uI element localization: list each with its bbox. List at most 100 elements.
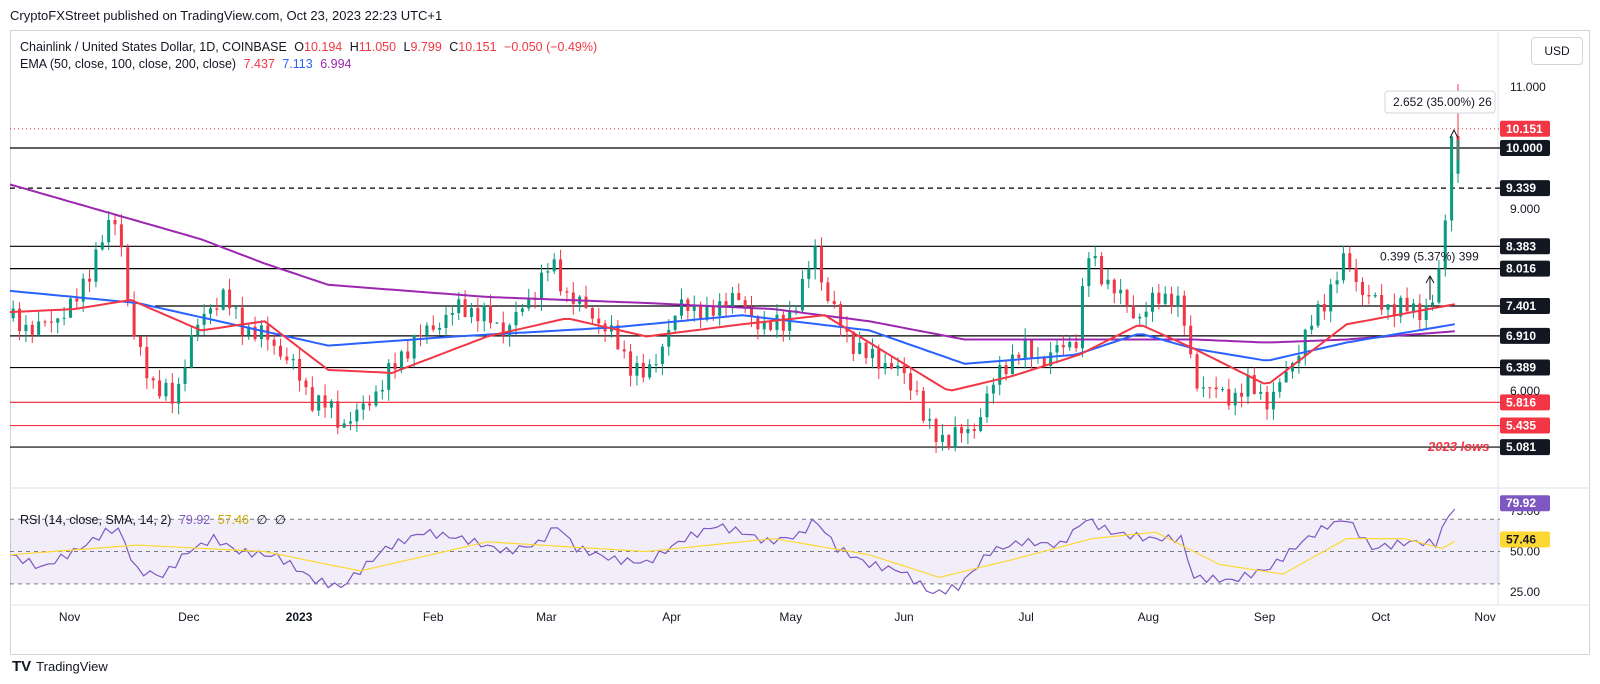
candle-body: [387, 363, 391, 390]
ema50-series-line: [9, 298, 1455, 392]
candle-body: [1100, 255, 1104, 285]
candle-body: [597, 318, 601, 324]
candle-body: [1271, 391, 1275, 410]
candle-body: [769, 321, 773, 330]
candle-body: [1310, 325, 1314, 330]
candle-body: [450, 313, 454, 315]
candle-body: [1170, 293, 1174, 307]
high-label: H: [349, 40, 359, 54]
x-tick-11: Oct: [1371, 610, 1390, 624]
candle-body: [915, 390, 919, 392]
candle-body: [1361, 282, 1365, 296]
candle-body: [132, 302, 136, 337]
candle-body: [100, 242, 104, 250]
candle-body: [189, 335, 193, 368]
candle-body: [310, 387, 314, 411]
candle-body: [1125, 289, 1129, 306]
candle-body: [419, 335, 423, 337]
candle-body: [635, 362, 639, 376]
candle-body: [1265, 391, 1269, 410]
candle-body: [399, 351, 403, 370]
candle-body: [775, 314, 779, 330]
candle-body: [858, 342, 862, 354]
x-tick-10: Sep: [1254, 610, 1276, 624]
candle-body: [883, 363, 887, 369]
candle-body: [119, 224, 123, 248]
candle-body: [49, 321, 53, 323]
candle-body: [730, 293, 734, 308]
candle-body: [896, 365, 900, 369]
candle-body: [1195, 354, 1199, 389]
candle-body: [750, 306, 754, 317]
candle-body: [355, 409, 359, 422]
candle-body: [552, 259, 556, 272]
level-tag-2: [1500, 238, 1550, 255]
candle-body: [890, 363, 894, 369]
tradingview-logo-icon: TV: [12, 658, 32, 675]
candle-body: [272, 339, 276, 346]
candle-body: [826, 282, 830, 301]
candle-body: [781, 314, 785, 331]
level-tag-7: [1500, 394, 1550, 411]
candle-body: [546, 271, 550, 273]
measure-arrow-1: [1449, 128, 1459, 139]
candle-body: [489, 305, 493, 323]
currency-button[interactable]: USD: [1531, 37, 1583, 65]
candle-body: [1074, 342, 1078, 349]
low-value: 9.799: [410, 40, 442, 54]
candle-body: [1252, 374, 1256, 394]
ema100-value: 7.113: [282, 57, 313, 71]
rsi-series-line: [9, 508, 1456, 595]
candle-body: [934, 419, 938, 442]
candle-body: [979, 417, 983, 431]
candle-body: [724, 301, 728, 308]
candle-body: [1354, 267, 1358, 283]
candle-body: [641, 362, 645, 378]
price-tick-0: 11.000: [1510, 80, 1546, 94]
candle-body: [482, 305, 486, 322]
candle-body: [743, 300, 747, 307]
candle-body: [304, 380, 308, 388]
candle-body: [412, 335, 416, 359]
candle-body: [1233, 392, 1237, 406]
candle-body: [228, 289, 232, 309]
rsi-sma-tag-label: 57.46: [1506, 532, 1536, 546]
rsi-sma-value: 57.46: [217, 513, 249, 527]
candle-body: [1322, 303, 1326, 312]
candle-body: [800, 278, 804, 311]
candle-body: [660, 346, 664, 365]
candle-body: [1068, 342, 1072, 348]
candle-body: [762, 321, 766, 330]
candle-body: [1399, 297, 1403, 317]
candle-body: [1010, 354, 1014, 375]
candle-body: [1329, 284, 1333, 312]
candle-body: [985, 393, 989, 418]
candle-body: [1080, 286, 1084, 349]
candle-body: [368, 403, 372, 406]
level-label-8: 5.435: [1506, 419, 1536, 433]
candle-body: [514, 311, 518, 326]
ema100-series-line: [9, 289, 1455, 365]
candle-body: [921, 390, 925, 421]
level-tag-3: [1500, 260, 1550, 277]
candle-body: [527, 298, 531, 309]
candle-body: [501, 322, 505, 336]
candle-body: [457, 299, 461, 314]
candle-body: [813, 246, 817, 269]
candle-body: [718, 301, 722, 316]
change-value: −0.050 (−0.49%): [504, 40, 598, 54]
candle-body: [737, 293, 741, 301]
candle-body: [972, 428, 976, 431]
rsi-tick-1: 50.00: [1510, 545, 1540, 559]
candle-body: [1367, 295, 1371, 297]
candle-body: [1418, 303, 1422, 320]
level-label-6: 6.389: [1506, 361, 1536, 375]
candle-body: [1112, 279, 1116, 294]
level-tag-5: [1500, 327, 1550, 344]
candle-body: [1227, 389, 1231, 406]
candle-body: [1144, 311, 1148, 317]
x-tick-9: Aug: [1138, 610, 1159, 624]
candle-body: [654, 364, 658, 366]
level-tag-8: [1500, 417, 1550, 434]
